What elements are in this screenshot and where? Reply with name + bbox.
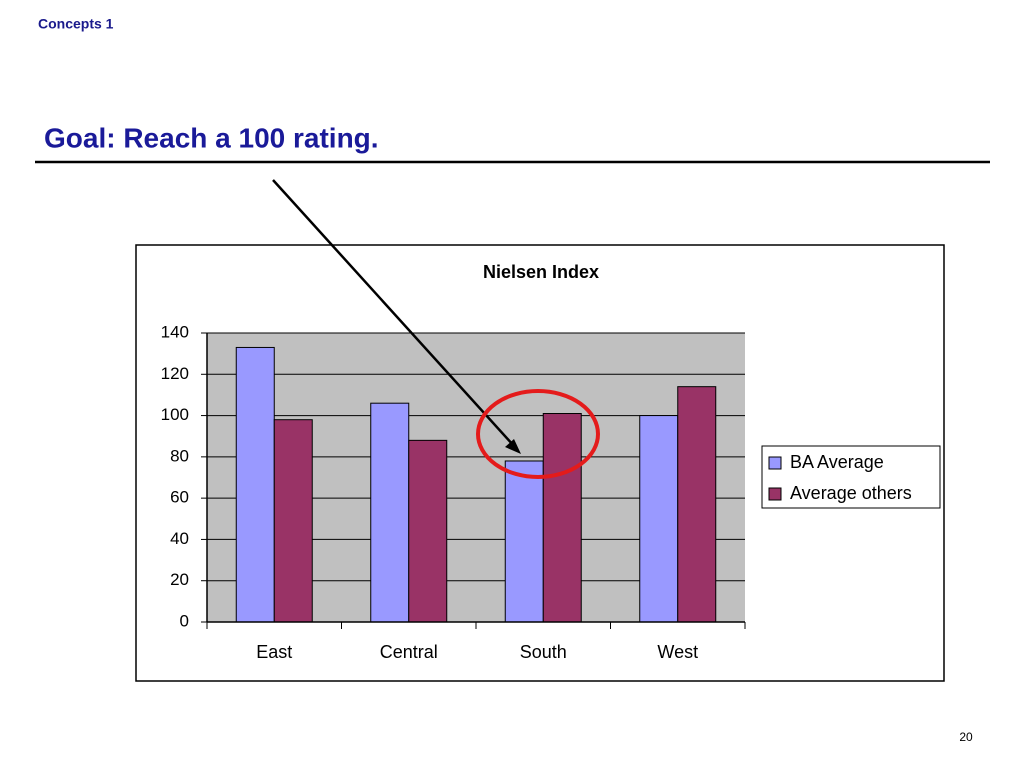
bar xyxy=(370,402,410,623)
plot: 0 20 40 60 80 100 120 140 East Central South West xyxy=(161,322,746,662)
bar xyxy=(504,460,544,623)
arrow-line xyxy=(272,179,515,447)
legend-swatch xyxy=(768,456,782,470)
slide-heading: Goal: Reach a 100 rating. xyxy=(44,122,379,153)
chart-title: Nielsen Index xyxy=(483,262,599,282)
bar xyxy=(273,419,313,623)
x-tick-label: West xyxy=(657,642,698,662)
x-tick-label: Central xyxy=(380,642,438,662)
x-tick-label: East xyxy=(256,642,292,662)
x-tick-label: South xyxy=(520,642,567,662)
bar xyxy=(542,413,582,623)
bar xyxy=(677,386,717,623)
y-tick-label: 140 xyxy=(161,322,189,341)
page-number: 20 xyxy=(959,730,973,744)
y-tick-label: 60 xyxy=(170,488,189,507)
highlight-circle xyxy=(476,389,600,479)
legend-label: Average others xyxy=(790,483,912,503)
section-label: Concepts 1 xyxy=(38,16,114,32)
bar xyxy=(639,415,679,623)
bar xyxy=(235,346,275,623)
legend-label: BA Average xyxy=(790,452,884,472)
y-tick-label: 20 xyxy=(170,570,189,589)
legend-box xyxy=(761,445,941,509)
y-tick-label: 80 xyxy=(170,446,189,465)
y-tick-label: 120 xyxy=(161,364,189,383)
y-tick-label: 100 xyxy=(161,405,189,424)
y-tick-label: 0 xyxy=(180,611,189,630)
y-tick-label: 40 xyxy=(170,529,189,548)
bar xyxy=(408,439,448,623)
arrow-head xyxy=(505,439,521,454)
legend-swatch xyxy=(768,487,782,501)
legend: BA Average Average others xyxy=(768,452,912,503)
